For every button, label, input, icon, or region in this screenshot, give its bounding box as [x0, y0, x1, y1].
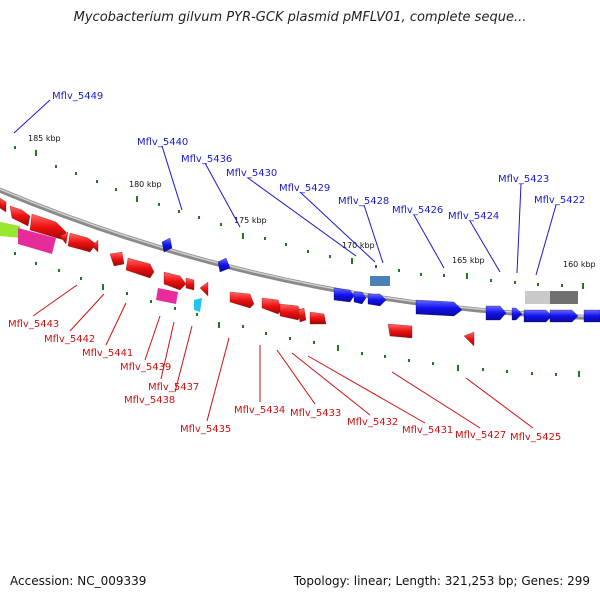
accession-text: Accession: NC_009339 — [10, 574, 147, 588]
gene-label: Mflv_5442 — [44, 334, 95, 345]
gene-label: Mflv_5434 — [234, 405, 285, 416]
gene-arrow — [9, 205, 31, 227]
gene-label: Mflv_5424 — [448, 211, 499, 222]
summary-text: Topology: linear; Length: 321,253 bp; Ge… — [293, 574, 590, 588]
gene-arrow — [59, 231, 69, 245]
gene-arrow — [125, 257, 155, 279]
gene-arrow — [229, 291, 255, 309]
gene-magenta — [18, 228, 56, 254]
gene-arrow — [297, 307, 307, 323]
gene-label: Mflv_5437 — [148, 382, 199, 393]
gene-steel — [370, 276, 390, 286]
gene-label: Mflv_5426 — [392, 205, 443, 216]
top-leader-lines — [13, 99, 557, 276]
gene-arrow — [367, 293, 387, 307]
gene-arrow — [309, 311, 327, 325]
kbp-label: 175 kbp — [234, 216, 267, 225]
kbp-label: 165 kbp — [452, 256, 485, 265]
outer-tick-row — [14, 146, 584, 289]
gene-arrow — [261, 297, 283, 315]
kbp-label: 180 kbp — [129, 180, 162, 189]
kbp-label: 160 kbp — [563, 260, 596, 269]
gene-label: Mflv_5428 — [338, 196, 389, 207]
gene-label: Mflv_5441 — [82, 348, 133, 359]
kbp-label: 185 kbp — [28, 134, 61, 143]
gene-label: Mflv_5427 — [455, 430, 506, 441]
gene-arrow — [217, 257, 231, 273]
gene-arrow — [485, 305, 507, 321]
gene-arrow — [333, 287, 355, 303]
gene-arrow — [549, 309, 579, 323]
inner-tick-row — [14, 252, 580, 377]
gene-label: Mflv_5443 — [8, 319, 59, 330]
gene-arrow — [511, 307, 523, 321]
gene-label: Mflv_5430 — [226, 168, 277, 179]
bottom-leader-lines — [32, 284, 534, 429]
gene-cyan — [194, 298, 202, 312]
gene-label: Mflv_5431 — [402, 425, 453, 436]
gene-label: Mflv_5439 — [120, 362, 171, 373]
gene-label: Mflv_5433 — [290, 408, 341, 419]
gene-arrow — [415, 299, 463, 317]
gene-arrow — [199, 281, 209, 297]
gene-label: Mflv_5429 — [279, 183, 330, 194]
gene-green — [0, 222, 22, 238]
gene-arrow — [91, 239, 99, 253]
gene-arrow — [353, 291, 367, 305]
gene-label: Mflv_5425 — [510, 432, 561, 443]
gene-arrow — [0, 197, 7, 213]
forward-genes — [161, 237, 600, 323]
gene-label: Mflv_5423 — [498, 174, 549, 185]
gene-arrow — [109, 251, 125, 267]
gene-label: Mflv_5432 — [347, 417, 398, 428]
gene-label: Mflv_5436 — [181, 154, 232, 165]
gene-label: Mflv_5422 — [534, 195, 585, 206]
gene-arrow — [387, 323, 413, 339]
gene-label: Mflv_5438 — [124, 395, 175, 406]
kbp-label: 170 kbp — [342, 241, 375, 250]
gene-gray — [525, 291, 551, 304]
gene-arrow — [185, 277, 195, 291]
gene-arrow — [161, 237, 173, 253]
gene-label: Mflv_5449 — [52, 91, 103, 102]
gene-label: Mflv_5435 — [180, 424, 231, 435]
gene-arrow — [463, 331, 475, 347]
gene-gray — [550, 291, 578, 304]
gene-arrow — [523, 309, 553, 323]
map-title: Mycobacterium gilvum PYR-GCK plasmid pMF… — [73, 10, 527, 25]
gene-magenta — [156, 288, 178, 304]
reverse-genes — [0, 197, 475, 347]
gene-arrow — [67, 232, 97, 253]
gene-arrow — [163, 271, 187, 291]
gene-arrow — [583, 309, 600, 323]
gene-label: Mflv_5440 — [137, 137, 188, 148]
